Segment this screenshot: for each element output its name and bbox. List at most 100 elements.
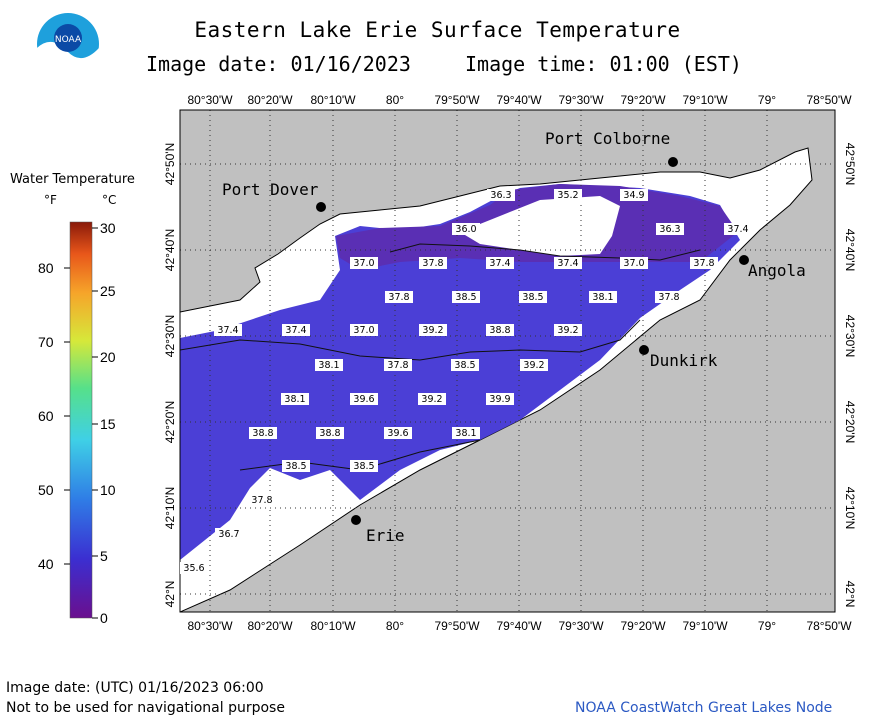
temperature-label: 37.0 [353,258,374,269]
temperature-label-bg [384,359,412,371]
legend-tick-c: 5 [100,548,108,564]
temperature-label: 38.5 [285,461,306,472]
temperature-label-bg [215,528,243,540]
temperature-label: 38.5 [454,360,475,371]
temperature-label-bg [486,393,514,405]
city-label: Port Colborne [545,129,670,148]
lat-label-right: 42°40'N [843,229,857,271]
temperature-label: 36.3 [659,224,680,235]
temperature-label: 37.4 [217,325,238,336]
temperature-label-bg [620,189,648,201]
lon-label-bottom: 80°10'W [310,619,356,633]
legend-tick-f: 40 [38,556,54,572]
temperature-label-bg [451,359,479,371]
temperature-label-bg [419,324,447,336]
temperature-label: 38.5 [522,292,543,303]
lon-label-top: 80°10'W [310,93,356,107]
lon-label-top: 79°30'W [558,93,604,107]
temperature-label-bg [487,189,515,201]
temperature-label: 37.4 [489,258,510,269]
temperature-label: 37.8 [388,292,409,303]
temperature-label: 38.8 [252,428,273,439]
temperature-label: 35.6 [183,563,204,574]
temperature-label: 38.5 [455,292,476,303]
lon-label-bottom: 80°30'W [187,619,233,633]
temperature-label-bg [620,257,648,269]
footer-disclaimer: Not to be used for navigational purpose [6,700,285,716]
image-date: Image date: 01/16/2023 [146,52,411,76]
temperature-label-bg [214,324,242,336]
lat-label-left: 42°50'N [163,143,177,185]
temperature-label: 34.9 [623,190,644,201]
page-title: Eastern Lake Erie Surface Temperature [194,18,681,42]
temperature-label: 37.4 [557,258,578,269]
city-marker [316,202,326,212]
city-marker [639,345,649,355]
temperature-label-bg [385,291,413,303]
legend-colorbar [69,221,93,619]
legend-tick-c: 25 [100,283,116,299]
temperature-label-bg [180,562,208,574]
city-label: Port Dover [222,180,319,199]
temperature-label: 38.8 [489,325,510,336]
temperature-label-bg [350,324,378,336]
lon-label-bottom: 79°30'W [558,619,604,633]
legend-unit-c: °C [102,193,117,207]
lon-label-top: 79°50'W [434,93,480,107]
temperature-label: 38.5 [353,461,374,472]
temperature-label: 37.0 [353,325,374,336]
temperature-label-bg [350,393,378,405]
footer-credit: NOAA CoastWatch Great Lakes Node [575,700,833,716]
lat-label-left: 42°20'N [163,401,177,443]
temperature-label-bg [656,223,684,235]
legend-tick-c: 20 [100,349,116,365]
temperature-label-bg [452,223,480,235]
temperature-label: 39.2 [422,325,443,336]
temperature-label-bg [282,460,310,472]
temperature-label-bg [554,324,582,336]
temperature-label-bg [350,257,378,269]
logo-text: NOAA [55,35,82,45]
legend-tick-f: 80 [38,260,54,276]
temperature-label: 37.8 [422,258,443,269]
lon-label-bottom: 79°40'W [496,619,542,633]
temperature-label-bg [384,427,412,439]
lon-label-top: 78°50'W [806,93,852,107]
temperature-label: 37.8 [251,495,272,506]
lat-label-right: 42°N [843,581,857,608]
temperature-label: 39.2 [421,394,442,405]
temperature-label-bg [554,189,582,201]
temperature-label-bg [282,324,310,336]
temperature-label-bg [452,427,480,439]
lon-label-bottom: 80° [386,619,404,633]
lon-label-bottom: 79°50'W [434,619,480,633]
water-temperature-field [180,184,740,560]
lon-label-top: 79°10'W [682,93,728,107]
lat-label-right: 42°20'N [843,401,857,443]
temperature-label: 37.0 [623,258,644,269]
lat-label-left: 42°40'N [163,229,177,271]
temperature-label-bg [315,359,343,371]
lon-label-bottom: 80°20'W [247,619,293,633]
lat-label-right: 42°10'N [843,487,857,529]
city-label: Angola [748,261,806,280]
lon-label-top: 80°20'W [247,93,293,107]
footer-image-date: Image date: (UTC) 01/16/2023 06:00 [6,680,264,696]
lat-label-left: 42°10'N [163,487,177,529]
temperature-label: 39.2 [523,360,544,371]
lon-label-bottom: 79°20'W [620,619,666,633]
city-marker [351,515,361,525]
lat-label-right: 42°30'N [843,315,857,357]
temperature-label: 37.4 [285,325,306,336]
temperature-label: 37.4 [727,224,748,235]
temperature-label-bg [486,324,514,336]
temperature-label: 35.2 [557,190,578,201]
temperature-label-bg [655,291,683,303]
lat-label-left: 42°N [163,581,177,608]
temperature-label-bg [452,291,480,303]
temperature-label-bg [419,257,447,269]
temperature-label: 39.9 [489,394,510,405]
temperature-label: 38.1 [284,394,305,405]
legend-tick-c: 15 [100,416,116,432]
lon-label-top: 80°30'W [187,93,233,107]
